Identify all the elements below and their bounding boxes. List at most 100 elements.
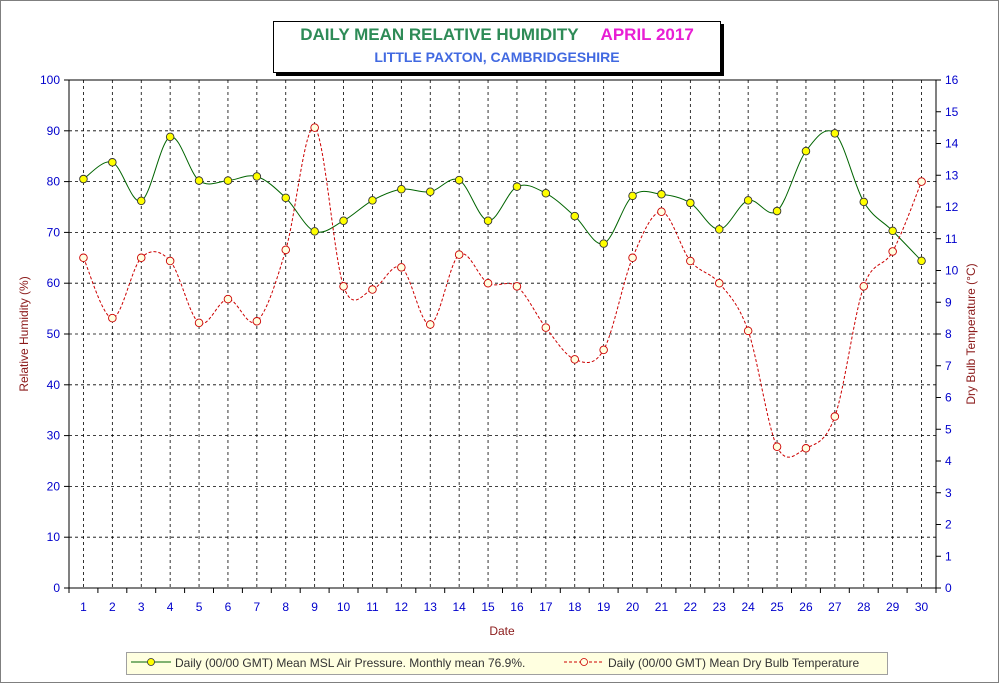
y-tick-label-left: 90	[47, 124, 61, 138]
x-tick-label: 1	[80, 600, 87, 614]
x-tick-label: 9	[311, 600, 318, 614]
data-point-1	[743, 196, 753, 205]
data-point-2	[339, 282, 348, 291]
y-tick-label-right: 10	[945, 264, 959, 278]
data-point-2	[454, 250, 464, 259]
data-point-1	[801, 146, 811, 156]
data-point-1	[859, 197, 869, 207]
y-tick-label-right: 6	[945, 391, 952, 405]
data-point-1	[252, 172, 262, 181]
x-tick-label: 4	[167, 600, 174, 614]
x-tick-label: 19	[597, 600, 611, 614]
x-tick-label: 30	[915, 600, 929, 614]
x-axis-label: Date	[489, 624, 515, 638]
data-point-2	[599, 345, 608, 355]
y-tick-label-right: 0	[945, 581, 952, 595]
data-point-1	[830, 129, 840, 138]
x-tick-label: 26	[799, 600, 813, 614]
chart-legend: Daily (00/00 GMT) Mean MSL Air Pressure.…	[126, 652, 888, 675]
x-tick-label: 23	[713, 600, 727, 614]
data-point-1	[79, 174, 88, 184]
y-tick-label-left: 20	[47, 479, 61, 493]
x-tick-label: 21	[655, 600, 669, 614]
y-tick-label-right: 5	[945, 422, 952, 436]
data-point-1	[686, 198, 695, 208]
y-tick-label-right: 9	[945, 295, 952, 309]
y-tick-label-right: 3	[945, 486, 952, 500]
data-point-2	[165, 256, 175, 266]
x-tick-label: 27	[828, 600, 842, 614]
data-point-1	[281, 193, 291, 203]
data-point-2	[426, 320, 435, 329]
y-tick-label-left: 40	[47, 378, 61, 392]
y-tick-label-left: 80	[47, 175, 61, 189]
data-point-2	[715, 278, 724, 288]
y-tick-label-left: 0	[53, 581, 60, 595]
data-point-1	[108, 158, 117, 167]
data-point-1	[310, 227, 319, 236]
data-point-1	[426, 187, 435, 197]
x-tick-label: 20	[626, 600, 640, 614]
data-point-2	[136, 253, 146, 263]
x-tick-label: 17	[539, 600, 553, 614]
data-point-1	[223, 176, 233, 185]
y-tick-label-left: 50	[47, 327, 61, 341]
x-tick-label: 16	[510, 600, 524, 614]
x-tick-label: 25	[770, 600, 784, 614]
data-point-2	[223, 294, 233, 304]
data-point-1	[454, 175, 464, 185]
y-tick-label-right: 2	[945, 518, 952, 532]
data-point-1	[165, 132, 175, 142]
data-point-2	[570, 355, 580, 364]
data-point-1	[628, 191, 637, 201]
y-tick-label-right: 16	[945, 73, 959, 87]
data-point-2	[686, 256, 695, 266]
x-tick-label: 28	[857, 600, 871, 614]
y-tick-label-left: 100	[40, 73, 60, 87]
x-tick-label: 12	[395, 600, 409, 614]
data-point-2	[397, 263, 406, 272]
y-tick-label-right: 13	[945, 168, 959, 182]
y-tick-label-right: 7	[945, 359, 952, 373]
data-point-2	[917, 177, 926, 186]
data-point-2	[772, 442, 782, 451]
x-tick-label: 14	[452, 600, 466, 614]
series-line-1	[83, 130, 922, 262]
data-point-2	[888, 247, 897, 256]
y-tick-label-right: 1	[945, 549, 952, 563]
data-point-2	[830, 412, 840, 421]
y-tick-label-right: 14	[945, 137, 959, 151]
x-tick-label: 5	[196, 600, 203, 614]
data-point-1	[368, 196, 377, 205]
y-tick-label-right: 15	[945, 105, 959, 119]
legend-swatch-humidity	[131, 658, 171, 666]
data-point-1	[194, 176, 204, 185]
chart-title: DAILY MEAN RELATIVE HUMIDITY	[300, 25, 579, 44]
data-point-1	[541, 189, 551, 198]
data-point-1	[397, 184, 406, 194]
x-tick-label: 24	[741, 600, 755, 614]
data-point-2	[628, 253, 637, 263]
y-tick-label-left: 60	[47, 276, 61, 290]
data-point-1	[888, 226, 897, 236]
y-tick-label-right: 4	[945, 454, 952, 468]
legend-swatch-temperature	[564, 658, 604, 666]
x-tick-label: 10	[337, 600, 351, 614]
chart-period: APRIL 2017	[600, 25, 694, 44]
data-point-1	[136, 196, 146, 206]
data-point-1	[715, 225, 724, 234]
legend-entry-humidity: Daily (00/00 GMT) Mean MSL Air Pressure.…	[131, 656, 525, 670]
y-axis-label-left: Relative Humidity (%)	[17, 276, 31, 391]
data-point-1	[917, 256, 926, 266]
y-axis-label-right: Dry Bulb Temperature (°C)	[964, 263, 978, 404]
data-point-1	[512, 182, 522, 191]
data-point-2	[657, 207, 666, 217]
data-point-2	[801, 444, 811, 453]
data-point-2	[859, 282, 869, 291]
chart-title-box: DAILY MEAN RELATIVE HUMIDITY APRIL 2017 L…	[273, 21, 721, 73]
x-tick-label: 29	[886, 600, 900, 614]
data-point-1	[339, 216, 348, 225]
data-point-2	[512, 282, 522, 291]
x-tick-label: 3	[138, 600, 145, 614]
